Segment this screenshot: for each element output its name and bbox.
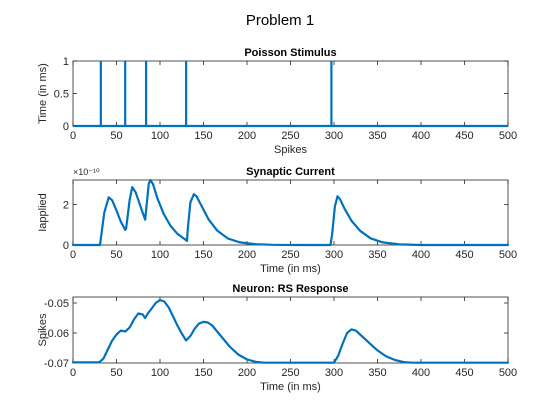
plot-area xyxy=(72,296,509,364)
x-tick-label: 300 xyxy=(325,130,343,142)
x-tick-label: 150 xyxy=(194,367,212,379)
x-tick-label: 200 xyxy=(238,367,256,379)
x-tick-label: 350 xyxy=(368,367,386,379)
x-tick-label: 0 xyxy=(70,367,76,379)
x-tick-label: 500 xyxy=(499,130,517,142)
x-tick-label: 200 xyxy=(238,130,256,142)
x-tick-label: 250 xyxy=(281,249,299,261)
x-tick-label: 50 xyxy=(110,249,122,261)
x-tick-label: 250 xyxy=(281,367,299,379)
x-tick-label: 500 xyxy=(499,249,517,261)
plot-area xyxy=(72,60,509,127)
y-axis-label: Time (in ms) xyxy=(37,63,49,124)
x-tick-label: 150 xyxy=(194,249,212,261)
x-tick-label: 100 xyxy=(151,367,169,379)
x-tick-label: 100 xyxy=(151,249,169,261)
subplot-3: Neuron: RS Response 0 50 100 150 200 250 300 350… xyxy=(37,283,517,393)
x-axis-label: Spikes xyxy=(274,144,308,156)
x-tick-label: 500 xyxy=(499,367,517,379)
series-line xyxy=(71,298,510,364)
x-tick-label: 300 xyxy=(325,249,343,261)
x-tick-label: 0 xyxy=(70,249,76,261)
y-tick-label: 0.5 xyxy=(54,89,69,101)
x-tick-label: 400 xyxy=(412,130,430,142)
y-tick-label: 2 xyxy=(63,199,69,211)
figure-title: Problem 1 xyxy=(246,12,314,29)
y-tick-label: 0 xyxy=(63,121,69,133)
x-tick-label: 350 xyxy=(368,130,386,142)
y-axis-label: Spikes xyxy=(37,313,49,347)
subplot-2: Synaptic Current 0 50 100 150 200 250 300 350 400… xyxy=(37,166,517,275)
x-axis-label: Time (in ms) xyxy=(260,381,321,393)
series-line xyxy=(71,178,510,247)
y-tick-label: -0.06 xyxy=(44,328,69,340)
x-tick-label: 200 xyxy=(238,249,256,261)
x-tick-label: 250 xyxy=(281,130,299,142)
x-tick-label: 400 xyxy=(412,367,430,379)
subplot-title: Neuron: RS Response xyxy=(232,283,348,295)
y-tick-label: -0.05 xyxy=(44,298,69,310)
x-tick-label: 300 xyxy=(325,367,343,379)
subplot-title: Synaptic Current xyxy=(246,166,335,178)
y-tick-label: 0 xyxy=(63,240,69,252)
x-tick-label: 450 xyxy=(455,367,473,379)
x-tick-label: 50 xyxy=(110,367,122,379)
x-tick-label: 50 xyxy=(110,130,122,142)
x-tick-label: 450 xyxy=(455,249,473,261)
x-tick-label: 450 xyxy=(455,130,473,142)
x-tick-label: 100 xyxy=(151,130,169,142)
x-tick-label: 0 xyxy=(70,130,76,142)
subplot-title: Poisson Stimulus xyxy=(244,47,336,59)
y-axis-label: Iapplied xyxy=(37,193,49,232)
y-tick-label: -0.07 xyxy=(44,358,69,370)
y-tick-label: 1 xyxy=(63,56,69,68)
x-tick-label: 150 xyxy=(194,130,212,142)
subplot-1: Poisson Stimulus 0 50 100 150 200 250 300 350 400… xyxy=(37,47,517,156)
y-exponent-label: ×10⁻¹⁰ xyxy=(73,167,100,177)
x-axis-label: Time (in ms) xyxy=(260,263,321,275)
plot-area xyxy=(72,179,509,246)
x-tick-label: 400 xyxy=(412,249,430,261)
x-tick-label: 350 xyxy=(368,249,386,261)
